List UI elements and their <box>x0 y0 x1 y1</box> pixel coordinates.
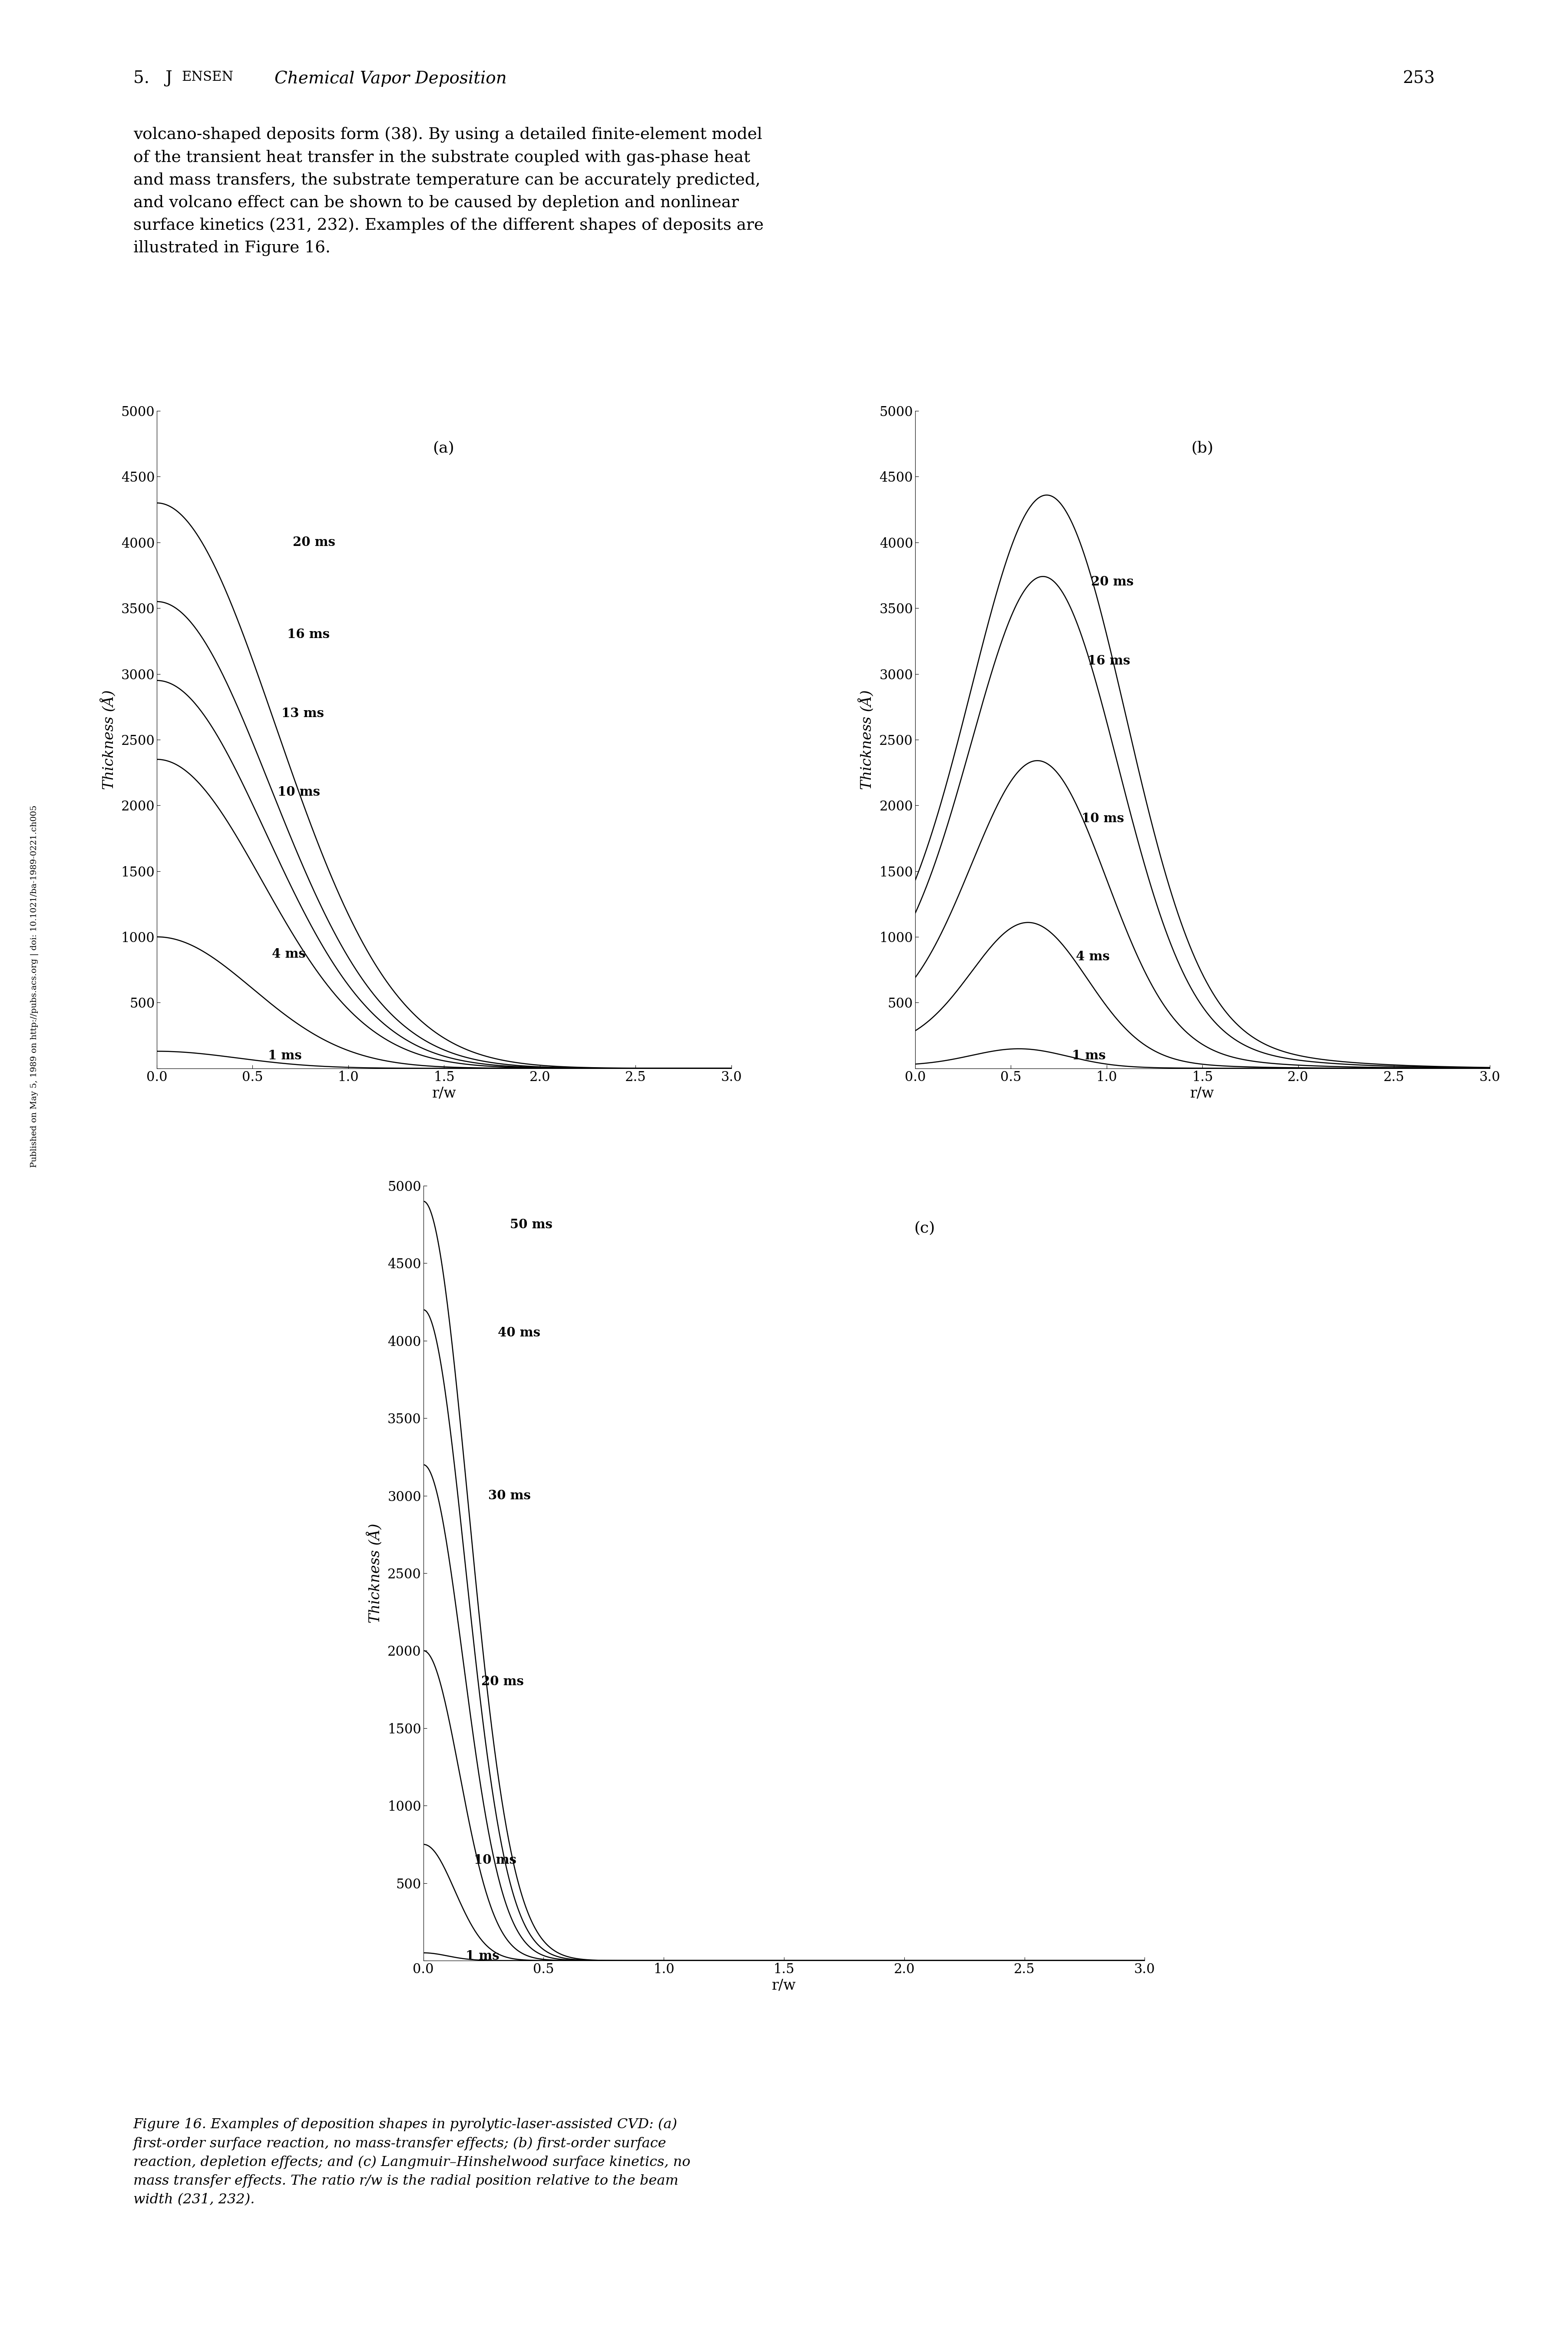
Text: (b): (b) <box>1190 441 1214 456</box>
Text: 16 ms: 16 ms <box>1088 655 1131 667</box>
Text: 1 ms: 1 ms <box>1073 1050 1105 1061</box>
Text: 16 ms: 16 ms <box>287 629 329 641</box>
Text: 20 ms: 20 ms <box>293 535 336 549</box>
Text: volcano-shaped deposits form (38). By using a detailed finite-element model
of t: volcano-shaped deposits form (38). By us… <box>133 127 764 256</box>
Text: 20 ms: 20 ms <box>1091 575 1134 587</box>
Text: 253: 253 <box>1402 70 1435 87</box>
X-axis label: r/w: r/w <box>771 1979 797 1993</box>
Y-axis label: Thickness (Å): Thickness (Å) <box>859 690 875 789</box>
Text: (a): (a) <box>433 441 455 456</box>
Text: Published on May 5, 1989 on http://pubs.acs.org | doi: 10.1021/ba-1989-0221.ch00: Published on May 5, 1989 on http://pubs.… <box>30 805 39 1167</box>
Text: 40 ms: 40 ms <box>499 1327 541 1338</box>
Text: 10 ms: 10 ms <box>1082 812 1124 824</box>
Text: ENSEN: ENSEN <box>182 70 234 85</box>
Text: 10 ms: 10 ms <box>278 787 320 798</box>
X-axis label: r/w: r/w <box>1190 1087 1215 1101</box>
Y-axis label: Thickness (Å): Thickness (Å) <box>100 690 116 789</box>
Text: 10 ms: 10 ms <box>474 1853 516 1867</box>
Text: 20 ms: 20 ms <box>481 1676 524 1688</box>
Text: Figure 16. Examples of deposition shapes in pyrolytic-laser-assisted CVD: (a)
fi: Figure 16. Examples of deposition shapes… <box>133 2118 690 2207</box>
Text: 5.   J: 5. J <box>133 70 172 87</box>
Text: 1 ms: 1 ms <box>268 1050 301 1061</box>
Text: 4 ms: 4 ms <box>271 949 306 960</box>
Text: 4 ms: 4 ms <box>1076 951 1110 963</box>
Text: (c): (c) <box>914 1221 935 1235</box>
Text: 13 ms: 13 ms <box>281 707 325 718</box>
Text: 50 ms: 50 ms <box>510 1219 552 1230</box>
Text: 30 ms: 30 ms <box>488 1489 532 1503</box>
Text: 1 ms: 1 ms <box>466 1949 499 1963</box>
Text: Chemical Vapor Deposition: Chemical Vapor Deposition <box>274 70 506 87</box>
Y-axis label: Thickness (Å): Thickness (Å) <box>367 1524 383 1622</box>
X-axis label: r/w: r/w <box>431 1087 456 1101</box>
